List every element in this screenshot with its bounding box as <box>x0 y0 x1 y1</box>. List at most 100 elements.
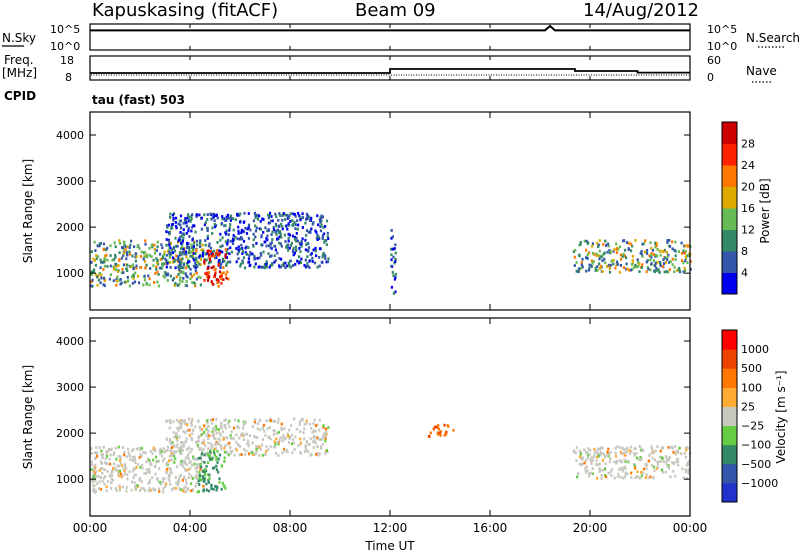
echo-cell <box>645 473 648 477</box>
echo-cell <box>269 445 272 449</box>
echo-cell <box>606 451 609 454</box>
echo-cell <box>211 430 214 434</box>
echo-cell <box>267 229 270 232</box>
echo-cell <box>128 252 131 256</box>
echo-cell <box>144 266 147 270</box>
colorbar-frame <box>721 329 738 503</box>
echo-cell <box>181 251 184 254</box>
echo-cell <box>168 232 171 236</box>
echo-cell <box>591 261 594 265</box>
echo-cell <box>593 451 596 455</box>
echo-cell <box>237 248 240 252</box>
echo-cell <box>98 272 101 276</box>
echo-cell <box>682 248 685 252</box>
echo-cell <box>287 216 290 220</box>
echo-cell <box>127 447 130 451</box>
echo-cell <box>614 446 617 450</box>
echo-cell <box>165 462 168 466</box>
echo-cell <box>223 224 226 228</box>
echo-cell <box>667 466 671 470</box>
echo-cell <box>324 439 327 443</box>
echo-cell <box>98 446 101 449</box>
echo-cell <box>188 461 191 464</box>
echo-cell <box>277 231 280 234</box>
echo-cell <box>132 267 135 271</box>
echo-cell <box>99 460 103 464</box>
echo-cell <box>245 432 248 436</box>
echo-cell <box>131 459 134 462</box>
echo-cell <box>276 251 279 255</box>
echo-cell <box>211 466 215 470</box>
echo-cell <box>206 279 210 282</box>
echo-cell <box>266 427 269 430</box>
echo-cell <box>299 250 302 253</box>
echo-cell <box>623 458 626 462</box>
echo-cell <box>220 464 223 468</box>
echo-cell <box>320 214 323 218</box>
echo-cell <box>162 262 166 266</box>
echo-cell <box>249 263 252 267</box>
echo-cell <box>232 228 235 232</box>
echo-cell <box>306 262 309 265</box>
echo-cell <box>123 462 127 466</box>
echo-cell <box>205 258 208 262</box>
echo-cell <box>287 243 290 247</box>
echo-cell <box>654 261 657 265</box>
echo-cell <box>222 437 225 441</box>
echo-cell <box>156 477 159 480</box>
echo-cell <box>637 458 641 461</box>
echo-cell <box>591 251 595 255</box>
echo-cell <box>177 255 180 258</box>
echo-cell <box>325 260 328 264</box>
echo-cell <box>214 267 217 271</box>
echo-cell <box>121 268 124 271</box>
colorbar-frame <box>721 121 738 295</box>
echo-cell <box>587 447 590 451</box>
echo-cell <box>215 468 218 472</box>
echo-cell <box>652 259 655 262</box>
echo-cell <box>109 244 112 248</box>
echo-cell <box>293 220 296 224</box>
echo-cell <box>183 475 186 479</box>
echo-cell <box>210 266 213 270</box>
echo-cell <box>280 257 283 261</box>
echo-cell <box>651 447 654 451</box>
echo-cell <box>210 217 213 221</box>
echo-cell <box>224 240 227 244</box>
echo-cell <box>105 452 108 456</box>
echo-cell <box>674 452 677 456</box>
echo-cell <box>662 460 666 463</box>
echo-cell <box>154 455 158 459</box>
echo-cell <box>654 458 657 462</box>
echo-cell <box>318 256 321 259</box>
echo-cell <box>90 468 93 471</box>
echo-cell <box>300 240 303 243</box>
echo-cell <box>646 266 649 269</box>
x-tick-label: 12:00 <box>373 521 408 535</box>
echo-cell <box>101 261 104 264</box>
echo-cell <box>305 419 308 423</box>
echo-cell <box>213 428 216 432</box>
echo-cell <box>600 474 603 477</box>
echo-cell <box>251 252 254 256</box>
echo-cell <box>213 436 216 440</box>
echo-cell <box>598 470 601 473</box>
echo-cell <box>293 213 296 216</box>
echo-cell <box>114 487 117 490</box>
echo-cell <box>665 251 668 254</box>
echo-cell <box>648 254 651 258</box>
echo-cell <box>103 260 106 264</box>
echo-cell <box>394 290 397 294</box>
echo-cell <box>321 253 324 257</box>
echo-cell <box>276 421 280 424</box>
echo-cell <box>640 250 643 253</box>
echo-cell <box>270 233 273 236</box>
echo-cell <box>235 440 238 444</box>
echo-cell <box>237 426 240 430</box>
echo-cell <box>673 265 676 269</box>
echo-cell <box>179 251 182 254</box>
frequency-series <box>90 68 690 74</box>
echo-cell <box>185 437 188 441</box>
echo-cell <box>114 446 117 450</box>
echo-cell <box>619 475 622 479</box>
